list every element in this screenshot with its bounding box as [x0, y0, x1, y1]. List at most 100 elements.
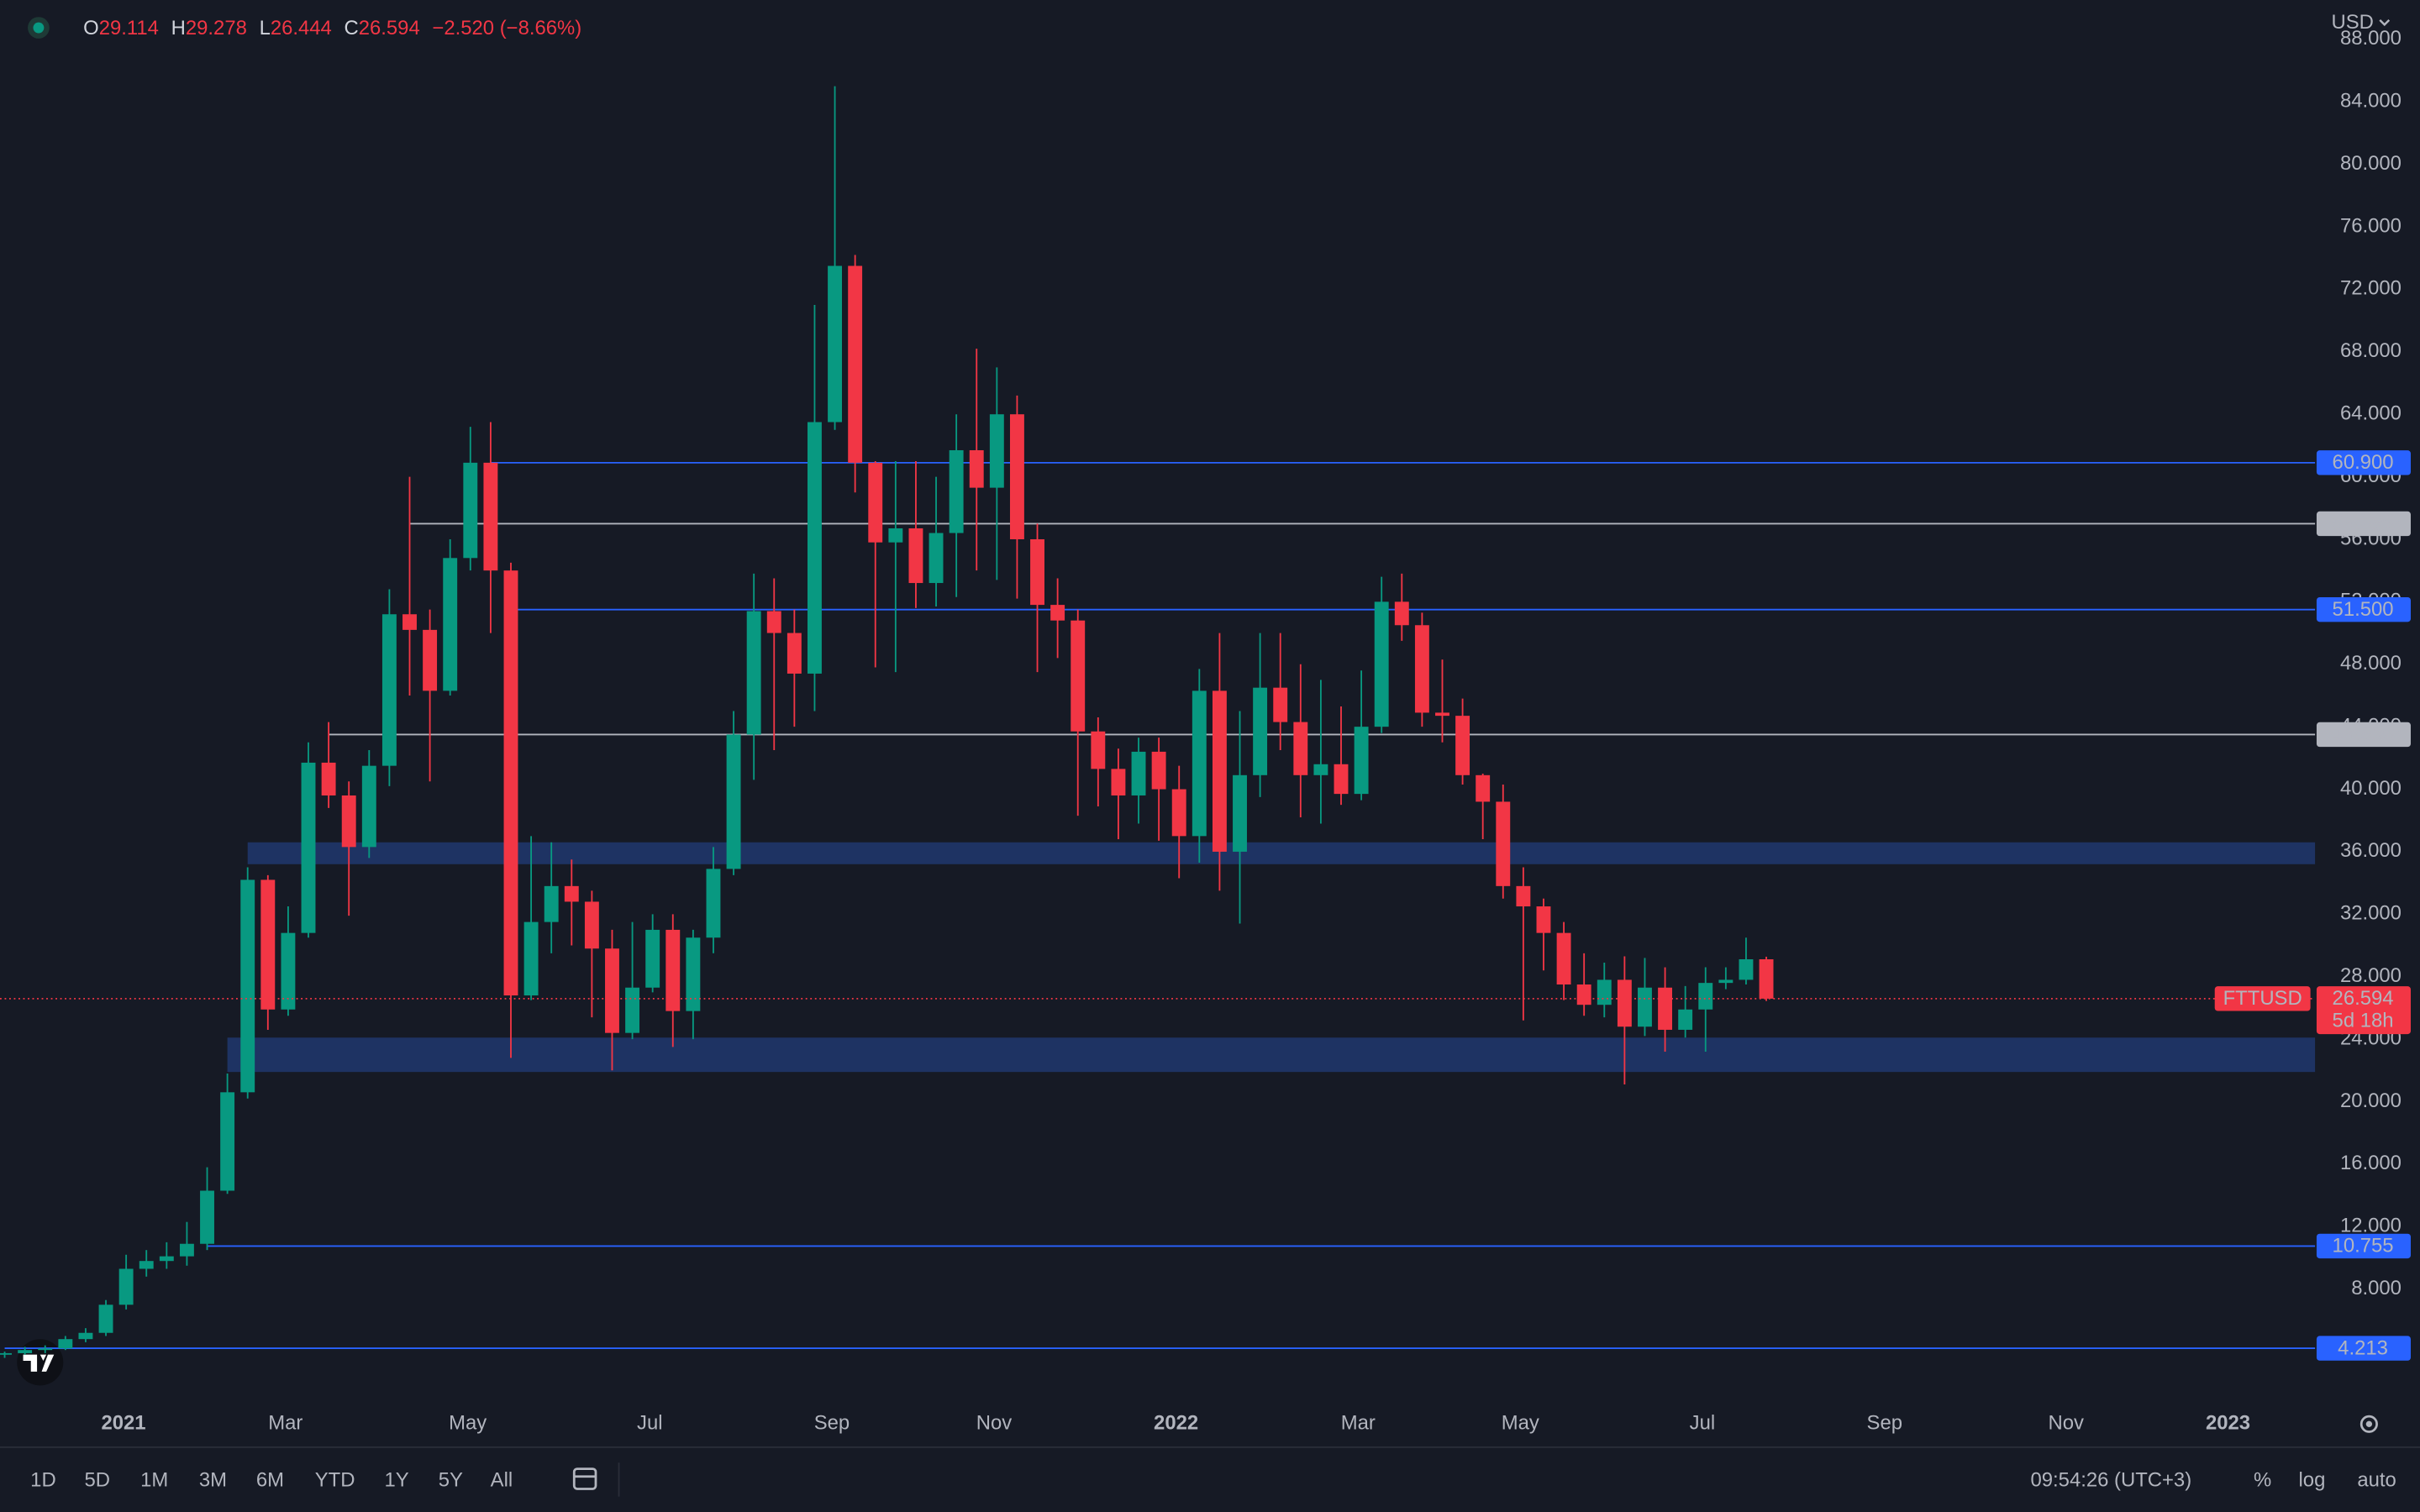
candle-body — [1556, 932, 1571, 985]
clock: 09:54:26 (UTC+3) — [2031, 1469, 2192, 1492]
ohlc-value: 29.278 — [186, 17, 247, 39]
y-tick-label: 16.000 — [2340, 1152, 2402, 1174]
candle-body — [179, 1243, 194, 1257]
tv-logo — [17, 1339, 64, 1386]
y-tick-label: 76.000 — [2340, 214, 2402, 237]
candle-body — [1313, 764, 1328, 775]
y-tick-label: 80.000 — [2340, 152, 2402, 175]
candle-body — [584, 901, 599, 949]
candle-body — [1476, 774, 1491, 802]
candle-body — [929, 533, 944, 584]
range-button[interactable]: 1D — [30, 1469, 55, 1492]
candle-body — [443, 558, 458, 691]
candle-body — [200, 1190, 214, 1244]
range-button[interactable]: YTD — [315, 1469, 355, 1492]
level-badge — [2316, 1233, 2411, 1259]
price-badge — [2316, 986, 2411, 1035]
candle-body — [523, 921, 539, 996]
candle-body — [301, 762, 316, 933]
ohlc-key: C — [345, 17, 359, 39]
candle-body — [1414, 625, 1429, 713]
candle-body — [1435, 712, 1449, 717]
candle-body — [1192, 690, 1207, 837]
y-tick-label: 32.000 — [2340, 902, 2402, 925]
countdown-label: 5d 18h — [2333, 1010, 2394, 1032]
candle-body — [746, 611, 761, 735]
candle-body — [706, 869, 721, 938]
candle-body — [1516, 885, 1531, 907]
range-button[interactable]: 3M — [199, 1469, 227, 1492]
x-tick-label: Nov — [2048, 1412, 2084, 1435]
candle-body — [361, 765, 376, 848]
candle-body — [139, 1261, 154, 1269]
candle-body — [463, 462, 478, 559]
candle-body — [423, 629, 438, 691]
range-button[interactable]: 1Y — [384, 1469, 408, 1492]
y-tick-label: 20.000 — [2340, 1089, 2402, 1112]
candle-body — [341, 795, 356, 848]
candle-body — [1151, 751, 1166, 790]
candle-body — [220, 1092, 235, 1191]
candle-body — [949, 449, 964, 533]
candle-body — [1050, 605, 1065, 621]
range-button[interactable]: 6M — [256, 1469, 284, 1492]
candle-body — [625, 987, 640, 1033]
candle-body — [888, 528, 903, 543]
candle-body — [1009, 414, 1024, 539]
x-tick-label: Sep — [814, 1412, 850, 1435]
x-tick-label: Jul — [637, 1412, 663, 1435]
candle-body — [503, 570, 518, 996]
candle-body — [402, 614, 417, 630]
level-badge — [2316, 722, 2411, 748]
candle-body — [1374, 601, 1389, 727]
candle-body — [1617, 979, 1632, 1027]
scale-option[interactable]: % — [2254, 1469, 2271, 1492]
level-badge — [2316, 1336, 2411, 1361]
x-tick-label: 2023 — [2206, 1412, 2250, 1435]
symbol-label: FTTUSD — [2223, 987, 2302, 1010]
range-button[interactable]: 5D — [84, 1469, 110, 1492]
ohlc-key: O — [83, 17, 99, 39]
range-button[interactable]: All — [491, 1469, 513, 1492]
settings-icon[interactable] — [2360, 1415, 2378, 1433]
y-tick-label: 28.000 — [2340, 964, 2402, 987]
scale-option[interactable]: log — [2299, 1469, 2326, 1492]
candle-body — [1233, 774, 1247, 852]
x-tick-label: Mar — [268, 1412, 302, 1435]
symbol-badge — [2214, 986, 2311, 1011]
range-button[interactable]: 5Y — [439, 1469, 463, 1492]
candle-body — [1576, 984, 1591, 1005]
candle-body — [118, 1268, 134, 1305]
candle-body — [381, 614, 397, 766]
candle-body — [1597, 979, 1612, 1005]
price-label: 26.594 — [2333, 987, 2394, 1010]
candle-body — [0, 1352, 12, 1355]
ohlc-value: 26.444 — [271, 17, 332, 39]
support-zone — [227, 1037, 2316, 1073]
currency-caret[interactable] — [2379, 19, 2391, 27]
y-tick-label: 48.000 — [2340, 652, 2402, 675]
candle-body — [1212, 690, 1227, 852]
range-button[interactable]: 1M — [140, 1469, 168, 1492]
candle-body — [18, 1350, 33, 1353]
goto-date-icon[interactable] — [572, 1467, 597, 1490]
x-tick-label: May — [449, 1412, 487, 1435]
candle-body — [98, 1305, 113, 1333]
change: −2.520 (−8.66%) — [432, 17, 581, 39]
candle-body — [1030, 538, 1044, 606]
candle-body — [808, 422, 822, 674]
level-badge-label: 60.900 — [2333, 451, 2394, 474]
candle-body — [666, 929, 681, 1011]
y-tick-label: 64.000 — [2340, 402, 2402, 425]
candle-body — [1253, 687, 1268, 775]
scale-option[interactable]: auto — [2357, 1469, 2396, 1492]
candle-body — [1394, 601, 1409, 626]
y-tick-label: 36.000 — [2340, 839, 2402, 862]
x-tick-label: 2022 — [1154, 1412, 1198, 1435]
currency-selector[interactable]: USD — [2332, 11, 2374, 34]
x-tick-label: Mar — [1341, 1412, 1376, 1435]
candle-body — [78, 1332, 93, 1340]
candle-body — [868, 462, 883, 543]
